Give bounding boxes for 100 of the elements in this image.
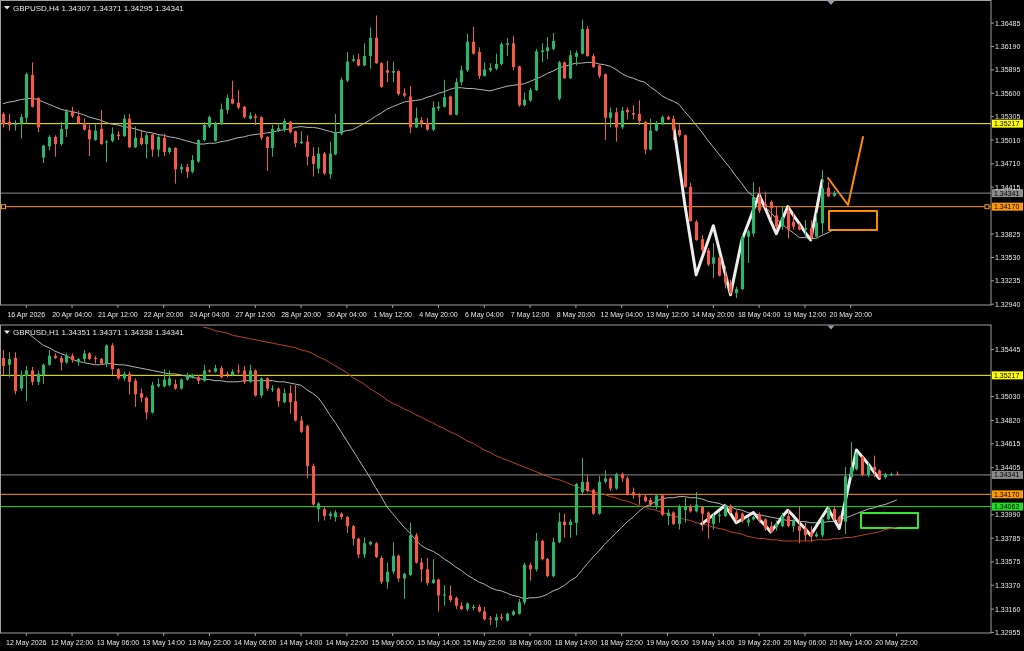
candlestick <box>436 577 441 612</box>
candlestick <box>854 451 859 471</box>
candlestick <box>122 114 127 138</box>
candlestick <box>110 342 115 376</box>
candlestick <box>396 69 401 97</box>
candlestick <box>797 506 802 544</box>
candlestick <box>746 229 751 264</box>
line-series <box>203 326 898 542</box>
candlestick <box>133 377 138 408</box>
candlestick <box>671 114 676 141</box>
candlestick <box>499 42 504 67</box>
candlestick <box>459 65 464 86</box>
line-series <box>700 448 881 537</box>
candlestick <box>1 349 6 376</box>
candlestick <box>173 146 178 185</box>
candlestick <box>442 79 447 109</box>
candlestick <box>694 219 699 242</box>
candlestick <box>723 265 728 289</box>
candlestick <box>64 108 69 138</box>
candlestick <box>144 396 149 420</box>
candlestick <box>706 510 711 540</box>
candlestick <box>53 134 58 158</box>
candlestick <box>809 219 814 241</box>
candlestick <box>700 505 705 532</box>
candlestick <box>540 42 545 63</box>
candlestick <box>568 49 573 80</box>
candlestick <box>471 26 476 55</box>
candlestick <box>156 134 161 158</box>
candlestick <box>511 35 516 71</box>
candlestick <box>351 524 356 546</box>
candlestick <box>414 107 419 129</box>
candlestick <box>328 141 333 180</box>
candlestick <box>706 247 711 267</box>
candlestick <box>614 107 619 143</box>
candlestick <box>190 154 195 174</box>
candlestick <box>820 516 825 539</box>
candlestick <box>477 46 482 80</box>
candlestick <box>162 133 167 157</box>
candlestick <box>259 376 264 399</box>
candlestick <box>505 37 510 57</box>
candlestick <box>219 103 224 126</box>
candlestick <box>305 134 310 166</box>
candlestick <box>557 512 562 544</box>
candlestick <box>259 115 264 141</box>
candlestick <box>591 488 596 516</box>
candlestick <box>774 206 779 231</box>
candlestick <box>41 144 46 164</box>
candlestick <box>87 124 92 157</box>
candlestick <box>356 537 361 559</box>
candlestick <box>311 146 316 178</box>
candlestick <box>276 387 281 408</box>
candlestick <box>660 493 665 517</box>
candlestick <box>711 242 716 279</box>
candlestick <box>677 504 682 531</box>
candlestick <box>368 26 373 70</box>
candlestick <box>545 557 550 578</box>
candlestick <box>316 501 321 523</box>
candlestick <box>860 455 865 477</box>
candlestick <box>236 89 241 110</box>
candlestick <box>19 113 24 139</box>
candlestick <box>769 199 774 221</box>
candlestick <box>127 371 132 395</box>
candlestick <box>814 212 819 239</box>
candlestick <box>379 555 384 585</box>
candlestick <box>786 206 791 239</box>
candlestick <box>196 138 201 164</box>
candlestick <box>345 51 350 83</box>
candlestick <box>13 119 18 132</box>
candlestick <box>648 118 653 151</box>
candlestick <box>104 139 109 163</box>
candlestick <box>391 541 396 575</box>
candlestick <box>757 186 762 214</box>
candlestick <box>620 106 625 130</box>
candlestick <box>270 124 275 158</box>
candlestick <box>780 206 785 231</box>
candlestick <box>362 537 367 559</box>
candlestick <box>625 475 630 496</box>
chart-title: GBPUSD,H1 1.34351 1.34371 1.34338 1.34341 <box>13 328 185 337</box>
candlestick <box>293 384 298 423</box>
candlestick <box>104 343 109 368</box>
candlestick <box>150 133 155 158</box>
candlestick <box>385 60 390 83</box>
candlestick <box>99 109 104 146</box>
candlestick <box>225 94 230 115</box>
candlestick <box>144 132 149 159</box>
candlestick <box>637 492 642 506</box>
chart-title: GBPUSD,H4 1.34307 1.34371 1.34295 1.34341 <box>13 3 185 13</box>
candlestick <box>59 121 64 147</box>
candlestick <box>803 522 808 542</box>
candlestick <box>608 107 613 128</box>
candlestick <box>379 61 384 89</box>
candlestick <box>431 100 436 132</box>
candlestick <box>396 554 401 583</box>
candlestick <box>333 113 338 156</box>
candlestick <box>248 364 253 384</box>
candlestick <box>637 99 642 126</box>
candlestick <box>580 457 585 496</box>
candlestick <box>24 365 29 402</box>
candlestick <box>385 562 390 590</box>
candlestick <box>540 539 545 561</box>
